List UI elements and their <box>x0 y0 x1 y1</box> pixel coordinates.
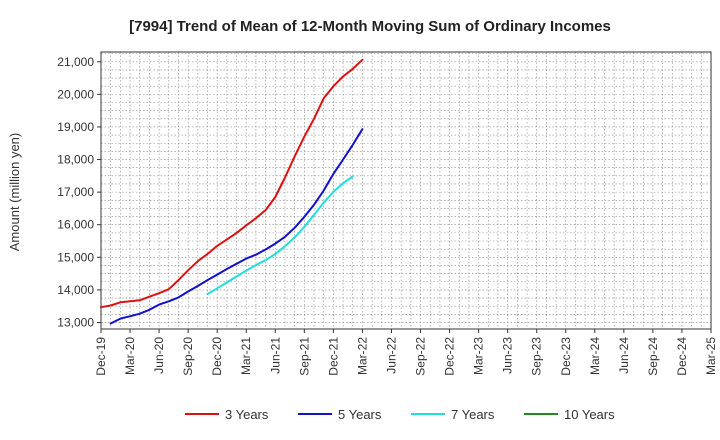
legend-label: 7 Years <box>451 407 495 422</box>
x-tick-label: Dec-20 <box>210 337 224 376</box>
x-tick-label: Sep-21 <box>297 337 311 376</box>
x-tick-label: Jun-23 <box>501 337 515 374</box>
x-tick-label: Jun-21 <box>268 337 282 374</box>
x-tick-label: Sep-23 <box>530 337 544 376</box>
series-lines <box>100 58 364 325</box>
y-axis-ticks: 13,000 14,000 15,000 16,000 17,000 18,000 19,0… <box>57 55 101 329</box>
x-axis-ticks: Dec-19 Mar-20 Jun-20 Sep-20 Dec-20 Mar-21 Jun-… <box>94 329 718 376</box>
grid <box>100 52 712 329</box>
y-tick-label: 20,000 <box>57 87 94 101</box>
x-tick-label: Sep-24 <box>646 337 660 376</box>
legend-label: 5 Years <box>338 407 382 422</box>
series-line-7-years <box>206 175 354 296</box>
chart-title: [7994] Trend of Mean of 12-Month Moving … <box>129 18 611 35</box>
series-line-5-years <box>109 128 364 325</box>
x-tick-label: Dec-22 <box>443 337 457 376</box>
x-tick-label: Sep-20 <box>181 337 195 376</box>
y-tick-label: 17,000 <box>57 185 94 199</box>
y-tick-label: 14,000 <box>57 283 94 297</box>
x-tick-label: Mar-20 <box>123 337 137 375</box>
x-tick-label: Jun-24 <box>617 337 631 374</box>
series-line-3-years <box>100 58 364 309</box>
y-tick-label: 13,000 <box>57 315 94 329</box>
y-tick-label: 21,000 <box>57 55 94 69</box>
x-tick-label: Dec-24 <box>675 337 689 376</box>
legend-label: 3 Years <box>225 407 269 422</box>
y-tick-label: 18,000 <box>57 153 94 167</box>
x-tick-label: Dec-21 <box>326 337 340 376</box>
x-tick-label: Jun-20 <box>152 337 166 374</box>
y-axis-label: Amount (million yen) <box>7 133 22 252</box>
x-tick-label: Mar-23 <box>472 337 486 375</box>
x-tick-label: Mar-21 <box>239 337 253 375</box>
x-tick-label: Dec-19 <box>94 337 108 376</box>
y-tick-label: 15,000 <box>57 250 94 264</box>
x-tick-label: Mar-24 <box>588 337 602 375</box>
legend: 3 Years 5 Years 7 Years 10 Years <box>185 407 615 422</box>
x-tick-label: Sep-22 <box>414 337 428 376</box>
x-tick-label: Jun-22 <box>384 337 398 374</box>
x-tick-label: Mar-25 <box>704 337 718 375</box>
y-tick-label: 16,000 <box>57 218 94 232</box>
plot-area-border <box>100 51 712 330</box>
y-tick-label: 19,000 <box>57 120 94 134</box>
x-tick-label: Dec-23 <box>559 337 573 376</box>
x-tick-label: Mar-22 <box>355 337 369 375</box>
legend-label: 10 Years <box>564 407 615 422</box>
